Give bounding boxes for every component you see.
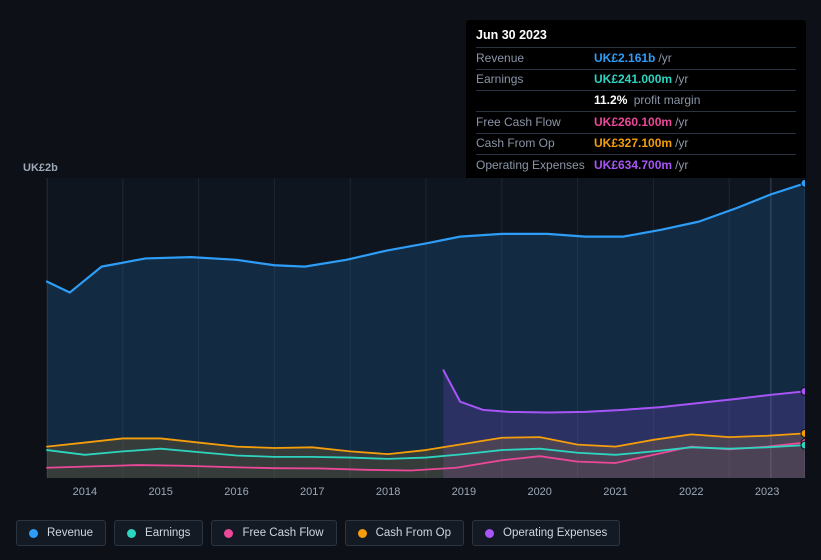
legend-swatch — [485, 529, 494, 538]
legend-swatch — [358, 529, 367, 538]
legend: Revenue Earnings Free Cash Flow Cash From O… — [16, 520, 620, 546]
tooltip-row-value-wrap: UK£2.161b/yr — [594, 50, 796, 67]
tooltip-row-unit: /yr — [675, 115, 688, 129]
x-tick: 2017 — [300, 486, 324, 498]
tooltip-sub-label: profit margin — [630, 93, 700, 107]
x-axis: 2014 2015 2016 2017 2018 2019 2020 2021 2022 2023 — [47, 482, 805, 500]
legend-label: Cash From Op — [376, 527, 451, 539]
legend-toggle-operating-expenses[interactable]: Operating Expenses — [472, 520, 620, 546]
financials-chart: UK£2b UK£0 20142015201620172018201920202… — [16, 150, 805, 510]
legend-label: Free Cash Flow — [242, 527, 323, 539]
tooltip-row-unit: /yr — [675, 72, 688, 86]
plot-svg — [16, 178, 805, 478]
x-tick: 2016 — [224, 486, 248, 498]
tooltip-sub-value: 11.2% — [594, 93, 627, 107]
x-tick: 2019 — [452, 486, 476, 498]
tooltip-date: Jun 30 2023 — [476, 26, 796, 47]
tooltip-row-unit: /yr — [658, 51, 671, 65]
legend-label: Revenue — [47, 527, 93, 539]
tooltip-subrow: 11.2% profit margin — [476, 90, 796, 111]
legend-label: Earnings — [145, 527, 190, 539]
legend-swatch — [127, 529, 136, 538]
x-tick: 2021 — [603, 486, 627, 498]
legend-toggle-revenue[interactable]: Revenue — [16, 520, 106, 546]
tooltip-row-label: Earnings — [476, 71, 594, 88]
x-tick: 2022 — [679, 486, 703, 498]
tooltip-row-value-wrap: UK£260.100m/yr — [594, 114, 796, 131]
x-tick: 2020 — [527, 486, 551, 498]
tooltip-row-label: Revenue — [476, 50, 594, 67]
tooltip-row-unit: /yr — [675, 136, 688, 150]
tooltip-row-value-wrap: UK£241.000m/yr — [594, 71, 796, 88]
tooltip-row: Free Cash FlowUK£260.100m/yr — [476, 111, 796, 132]
tooltip-row-value: UK£327.100m — [594, 136, 672, 150]
tooltip-row-value: UK£2.161b — [594, 51, 655, 65]
legend-swatch — [224, 529, 233, 538]
x-tick: 2014 — [73, 486, 97, 498]
legend-swatch — [29, 529, 38, 538]
legend-toggle-cash-from-op[interactable]: Cash From Op — [345, 520, 464, 546]
tooltip-row-label: Free Cash Flow — [476, 114, 594, 131]
legend-toggle-free-cash-flow[interactable]: Free Cash Flow — [211, 520, 336, 546]
plot-area[interactable] — [16, 178, 805, 478]
x-tick: 2018 — [376, 486, 400, 498]
legend-label: Operating Expenses — [503, 527, 607, 539]
y-axis-label-top: UK£2b — [23, 162, 58, 174]
tooltip-row-value: UK£241.000m — [594, 72, 672, 86]
root: Jun 30 2023 RevenueUK£2.161b/yrEarningsU… — [0, 0, 821, 560]
x-tick: 2023 — [755, 486, 779, 498]
legend-toggle-earnings[interactable]: Earnings — [114, 520, 203, 546]
x-tick: 2015 — [148, 486, 172, 498]
tooltip-row: RevenueUK£2.161b/yr — [476, 47, 796, 68]
tooltip-row: EarningsUK£241.000m/yr — [476, 69, 796, 90]
tooltip-row-value: UK£260.100m — [594, 115, 672, 129]
